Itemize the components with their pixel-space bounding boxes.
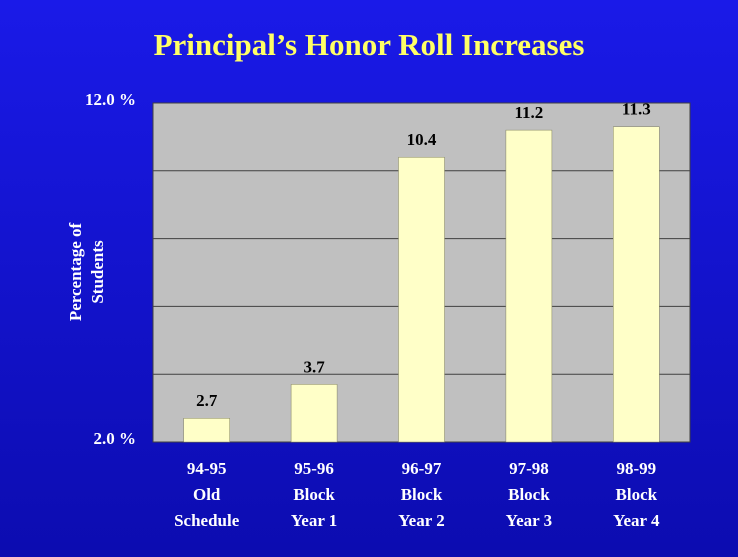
y-axis-label-line: Students [88, 240, 107, 304]
x-tick-label: Year 4 [613, 511, 660, 530]
bar [613, 126, 660, 443]
x-tick-label: Block [293, 485, 335, 504]
x-tick-label: 94-95 [187, 459, 227, 478]
bar [505, 129, 553, 443]
value-label: 10.4 [407, 130, 437, 149]
y-tick-label: 12.0 % [85, 90, 136, 109]
bar [398, 156, 445, 443]
x-tick-label: Schedule [174, 511, 240, 530]
x-tick-label: Block [401, 485, 443, 504]
x-tick-label: 95-96 [294, 459, 334, 478]
chart-title: Principal’s Honor Roll Increases [154, 27, 585, 62]
x-tick-label: Year 1 [291, 511, 337, 530]
bar [290, 384, 338, 443]
x-tick-label: Year 3 [506, 511, 552, 530]
x-tick-label: Block [508, 485, 550, 504]
bar [183, 418, 230, 443]
value-label: 11.2 [514, 103, 543, 122]
y-tick-label: 2.0 % [94, 429, 137, 448]
value-label: 11.3 [622, 100, 651, 119]
x-tick-label: Block [616, 485, 658, 504]
value-label: 2.7 [196, 391, 218, 410]
x-tick-label: 98-99 [616, 459, 656, 478]
value-label: 3.7 [303, 357, 325, 376]
y-axis-label-line: Percentage of [66, 223, 85, 322]
x-tick-label: Year 2 [398, 511, 444, 530]
x-tick-label: 96-97 [402, 459, 442, 478]
x-tick-label: 97-98 [509, 459, 549, 478]
x-tick-label: Old [193, 485, 221, 504]
y-axis-label: Percentage of Students [66, 223, 107, 322]
